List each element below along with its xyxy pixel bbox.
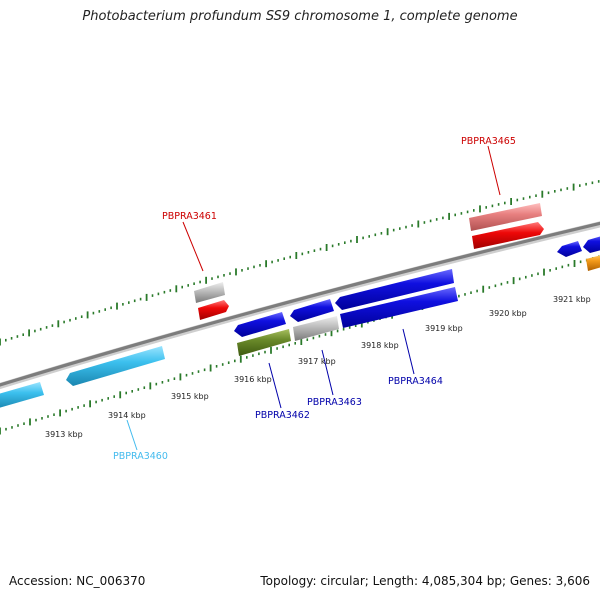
gene-blue-long[interactable] [335, 269, 454, 310]
gene-blue-2[interactable] [290, 299, 334, 322]
gene-PBPRA3465[interactable] [472, 222, 544, 249]
leader-PBPRA3463 [321, 349, 334, 396]
leader-PBPRA3460 [126, 419, 138, 451]
gene-PBPRA3460[interactable] [66, 346, 165, 386]
gene-blue-4[interactable] [583, 235, 600, 253]
gene-PBPRA3462[interactable] [237, 329, 291, 356]
leader-PBPRA3465 [487, 145, 501, 196]
gene-labels: PBPRA3461 PBPRA3465 PBPRA3460 PBPRA3462 … [113, 136, 516, 462]
scale-label-3913: 3913 kbp [45, 430, 83, 439]
label-PBPRA3465[interactable]: PBPRA3465 [461, 136, 516, 147]
label-leaders [126, 145, 501, 451]
label-PBPRA3461[interactable]: PBPRA3461 [162, 211, 217, 222]
scale-label-3921: 3921 kbp [553, 295, 591, 304]
gene-PBPRA3461[interactable] [198, 300, 229, 320]
leader-PBPRA3461 [182, 221, 204, 272]
map-title: Photobacterium profundum SS9 chromosome … [82, 9, 518, 24]
label-PBPRA3463[interactable]: PBPRA3463 [307, 397, 362, 408]
label-PBPRA3460[interactable]: PBPRA3460 [113, 451, 168, 462]
gene-PBPRA3463[interactable] [293, 316, 339, 341]
scale-label-3919: 3919 kbp [425, 324, 463, 333]
scale-label-3920: 3920 kbp [489, 309, 527, 318]
scale-label-3917: 3917 kbp [298, 357, 336, 366]
gene-track [0, 203, 600, 409]
chromosome-backbone-core [0, 221, 600, 387]
scale-label-3915: 3915 kbp [171, 392, 209, 401]
scale-label-3914: 3914 kbp [108, 411, 146, 420]
scale-label-3918: 3918 kbp [361, 341, 399, 350]
inner-tick-ring [0, 255, 600, 435]
gene-blue-1[interactable] [234, 312, 286, 337]
gene-PBPRA3461-gray[interactable] [194, 282, 225, 303]
gene-PBPRA3465-pink[interactable] [469, 203, 542, 231]
outer-tick-ring [0, 180, 600, 346]
gene-blue-3[interactable] [557, 241, 582, 257]
scale-label-3916: 3916 kbp [234, 375, 272, 384]
label-PBPRA3464[interactable]: PBPRA3464 [388, 376, 443, 387]
scale-labels: 3913 kbp 3914 kbp 3915 kbp 3916 kbp 3917… [45, 295, 591, 439]
genome-info-text: Topology: circular; Length: 4,085,304 bp… [260, 574, 590, 588]
gene-orange[interactable] [586, 254, 600, 271]
accession-text: Accession: NC_006370 [9, 574, 146, 588]
gene-PBPRA3460a[interactable] [0, 382, 44, 409]
leader-PBPRA3464 [402, 328, 415, 375]
leader-PBPRA3462 [268, 362, 282, 409]
gene-PBPRA3464[interactable] [340, 287, 458, 328]
label-PBPRA3462[interactable]: PBPRA3462 [255, 410, 310, 421]
